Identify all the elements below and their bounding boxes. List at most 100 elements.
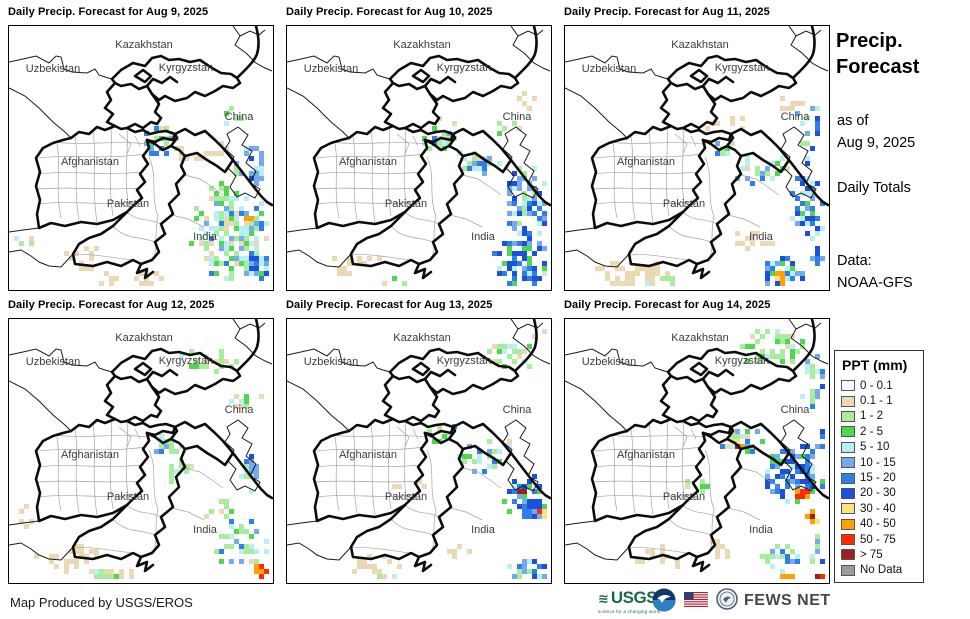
country-label: Kyrgyzstan bbox=[159, 62, 213, 74]
country-label: Kyrgyzstan bbox=[159, 355, 213, 367]
legend-label: 20 - 30 bbox=[860, 487, 896, 500]
forecast-map: Kazakhstan Uzbekistan Kyrgyzstan China Afgha… bbox=[8, 25, 274, 291]
usgs-tagline: science for a changing world bbox=[598, 609, 661, 614]
country-label: Kazakhstan bbox=[393, 39, 450, 51]
country-label: Uzbekistan bbox=[582, 63, 636, 75]
usgs-logo: ≋ USGS science for a changing world bbox=[598, 588, 661, 614]
legend-label: 0 - 0.1 bbox=[860, 379, 893, 392]
legend-label: 10 - 15 bbox=[860, 456, 896, 469]
legend-swatch bbox=[841, 426, 855, 438]
legend-swatch bbox=[841, 549, 855, 561]
legend-label: No Data bbox=[860, 564, 903, 577]
panel-title: Daily Precip. Forecast for Aug 14, 2025 bbox=[564, 299, 771, 311]
country-label: Kazakhstan bbox=[671, 332, 728, 344]
panel-title: Daily Precip. Forecast for Aug 13, 2025 bbox=[286, 299, 493, 311]
country-label: Kyrgyzstan bbox=[437, 355, 491, 367]
legend-label: 50 - 75 bbox=[860, 533, 896, 546]
forecast-panel: Daily Precip. Forecast for Aug 12, 2025 K… bbox=[8, 296, 274, 584]
legend-swatch bbox=[841, 410, 855, 422]
usgs-wave-icon: ≋ bbox=[598, 590, 609, 606]
legend-swatch bbox=[841, 472, 855, 484]
legend-swatch bbox=[841, 457, 855, 469]
legend-label: > 75 bbox=[860, 548, 883, 561]
panel-title: Daily Precip. Forecast for Aug 12, 2025 bbox=[8, 299, 215, 311]
forecast-map: Kazakhstan Uzbekistan Kyrgyzstan China Afgha… bbox=[8, 318, 274, 584]
legend-swatch bbox=[841, 564, 855, 576]
panel-title: Daily Precip. Forecast for Aug 9, 2025 bbox=[8, 6, 209, 18]
legend-swatch bbox=[841, 503, 855, 515]
country-label: Pakistan bbox=[107, 198, 149, 210]
forecast-map: Kazakhstan Uzbekistan Kyrgyzstan China Afgha… bbox=[564, 318, 830, 584]
country-label: Kyrgyzstan bbox=[437, 62, 491, 74]
panel-title: Daily Precip. Forecast for Aug 11, 2025 bbox=[564, 6, 770, 18]
country-label: India bbox=[193, 231, 218, 243]
fews-net-logo: FEWS NET bbox=[744, 592, 831, 609]
legend-title: PPT (mm) bbox=[842, 357, 908, 373]
as-of-label: as of bbox=[837, 113, 869, 129]
country-label: Afghanistan bbox=[61, 449, 119, 461]
country-label: Uzbekistan bbox=[304, 63, 358, 75]
forecast-panel: Daily Precip. Forecast for Aug 13, 2025 K… bbox=[286, 296, 552, 584]
country-label: Uzbekistan bbox=[304, 356, 358, 368]
legend-swatch bbox=[841, 380, 855, 392]
country-label: China bbox=[781, 111, 811, 123]
legend-entry: 10 - 15 bbox=[841, 455, 923, 470]
country-label: Uzbekistan bbox=[582, 356, 636, 368]
country-label: India bbox=[749, 231, 774, 243]
country-label: China bbox=[503, 111, 533, 123]
page-title-line1: Precip. bbox=[836, 30, 903, 52]
country-label: Uzbekistan bbox=[26, 63, 80, 75]
country-label: Pakistan bbox=[385, 198, 427, 210]
forecast-map: Kazakhstan Uzbekistan Kyrgyzstan China Afgha… bbox=[564, 25, 830, 291]
country-label: Afghanistan bbox=[617, 449, 675, 461]
legend-swatch bbox=[841, 395, 855, 407]
country-label: Pakistan bbox=[663, 198, 705, 210]
country-label: India bbox=[471, 524, 496, 536]
data-source-value: NOAA-GFS bbox=[837, 275, 913, 291]
legend-label: 5 - 10 bbox=[860, 441, 890, 454]
country-label: Kazakhstan bbox=[393, 332, 450, 344]
page-title-line2: Forecast bbox=[836, 56, 920, 78]
country-label: China bbox=[225, 404, 255, 416]
map-credit: Map Produced by USGS/EROS bbox=[10, 595, 193, 610]
legend-entry: 1 - 2 bbox=[841, 409, 923, 424]
legend-swatch bbox=[841, 518, 855, 530]
us-flag-icon bbox=[684, 592, 708, 607]
country-label: Kyrgyzstan bbox=[715, 62, 769, 74]
forecast-panel: Daily Precip. Forecast for Aug 9, 2025 Ka… bbox=[8, 3, 274, 291]
country-label: Pakistan bbox=[663, 491, 705, 503]
legend-entry: 15 - 20 bbox=[841, 470, 923, 485]
country-label: Afghanistan bbox=[617, 156, 675, 168]
legend-entry: > 75 bbox=[841, 547, 923, 562]
country-label: Pakistan bbox=[107, 491, 149, 503]
legend-entry: 0.1 - 1 bbox=[841, 393, 923, 408]
country-label: Uzbekistan bbox=[26, 356, 80, 368]
country-label: Afghanistan bbox=[339, 449, 397, 461]
legend-label: 0.1 - 1 bbox=[860, 395, 893, 408]
country-label: Kyrgyzstan bbox=[715, 355, 769, 367]
legend-rows: 0 - 0.1 0.1 - 1 1 - 2 2 - 5 5 - 10 10 - 15 15 … bbox=[841, 378, 923, 578]
legend-label: 2 - 5 bbox=[860, 425, 884, 438]
country-label: India bbox=[749, 524, 774, 536]
legend-label: 15 - 20 bbox=[860, 472, 896, 485]
country-label: China bbox=[781, 404, 811, 416]
legend-entry: 5 - 10 bbox=[841, 440, 923, 455]
as-of-block: as of Aug 9, 2025 bbox=[837, 110, 915, 154]
as-of-date: Aug 9, 2025 bbox=[837, 135, 916, 151]
forecast-map: Kazakhstan Uzbekistan Kyrgyzstan China Afgha… bbox=[286, 318, 552, 584]
legend-swatch bbox=[841, 441, 855, 453]
legend-entry: 40 - 50 bbox=[841, 517, 923, 532]
legend-entry: 2 - 5 bbox=[841, 424, 923, 439]
forecast-panel: Daily Precip. Forecast for Aug 11, 2025 K… bbox=[564, 3, 830, 291]
country-label: India bbox=[193, 524, 218, 536]
country-label: Afghanistan bbox=[61, 156, 119, 168]
country-label: Kazakhstan bbox=[115, 332, 172, 344]
country-label: Pakistan bbox=[385, 491, 427, 503]
country-label: China bbox=[225, 111, 255, 123]
data-source-block: Data: NOAA-GFS bbox=[837, 250, 913, 294]
legend-swatch bbox=[841, 487, 855, 499]
legend-entry: 20 - 30 bbox=[841, 486, 923, 501]
state-seal-logo bbox=[716, 588, 738, 610]
legend-label: 30 - 40 bbox=[860, 502, 896, 515]
